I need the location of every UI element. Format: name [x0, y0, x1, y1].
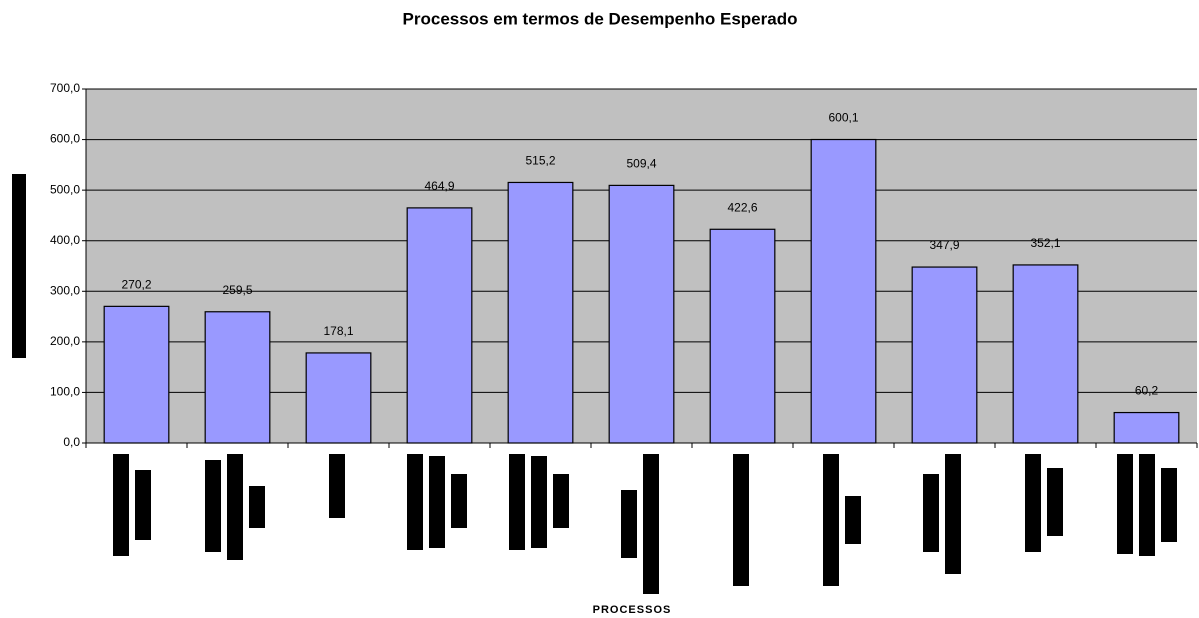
data-label: 515,2 [525, 154, 555, 168]
y-tick-label: 500,0 [50, 182, 80, 196]
data-label: 259,5 [222, 283, 252, 297]
bar [204, 311, 271, 444]
bar [305, 352, 372, 444]
data-label: 347,9 [929, 238, 959, 252]
bar [608, 184, 675, 444]
data-label: 509,4 [626, 157, 656, 171]
y-tick-label: 700,0 [50, 81, 80, 95]
x-axis-label: PROCESSOS [593, 604, 672, 616]
y-tick-label: 300,0 [50, 283, 80, 297]
y-tick-label: 400,0 [50, 233, 80, 247]
chart-title: Processos em termos de Desempenho Espera… [403, 9, 798, 28]
data-label: 178,1 [323, 324, 353, 338]
data-label: 60,2 [1135, 384, 1159, 398]
bar [507, 181, 574, 444]
data-label: 464,9 [424, 179, 454, 193]
bar [406, 207, 473, 444]
data-label: 600,1 [828, 111, 858, 125]
y-tick-label: 600,0 [50, 132, 80, 146]
y-tick-label: 100,0 [50, 385, 80, 399]
bar [1113, 411, 1180, 444]
data-label: 422,6 [727, 200, 757, 214]
bar [709, 228, 776, 444]
bar [103, 305, 170, 444]
y-tick-label: 200,0 [50, 334, 80, 348]
bar [911, 266, 978, 444]
y-tick-label: 0,0 [63, 435, 80, 449]
redacted-labels [12, 174, 1177, 594]
bar [1012, 264, 1079, 444]
data-label: 352,1 [1030, 236, 1060, 250]
bar [810, 138, 877, 444]
data-label: 270,2 [121, 278, 151, 292]
